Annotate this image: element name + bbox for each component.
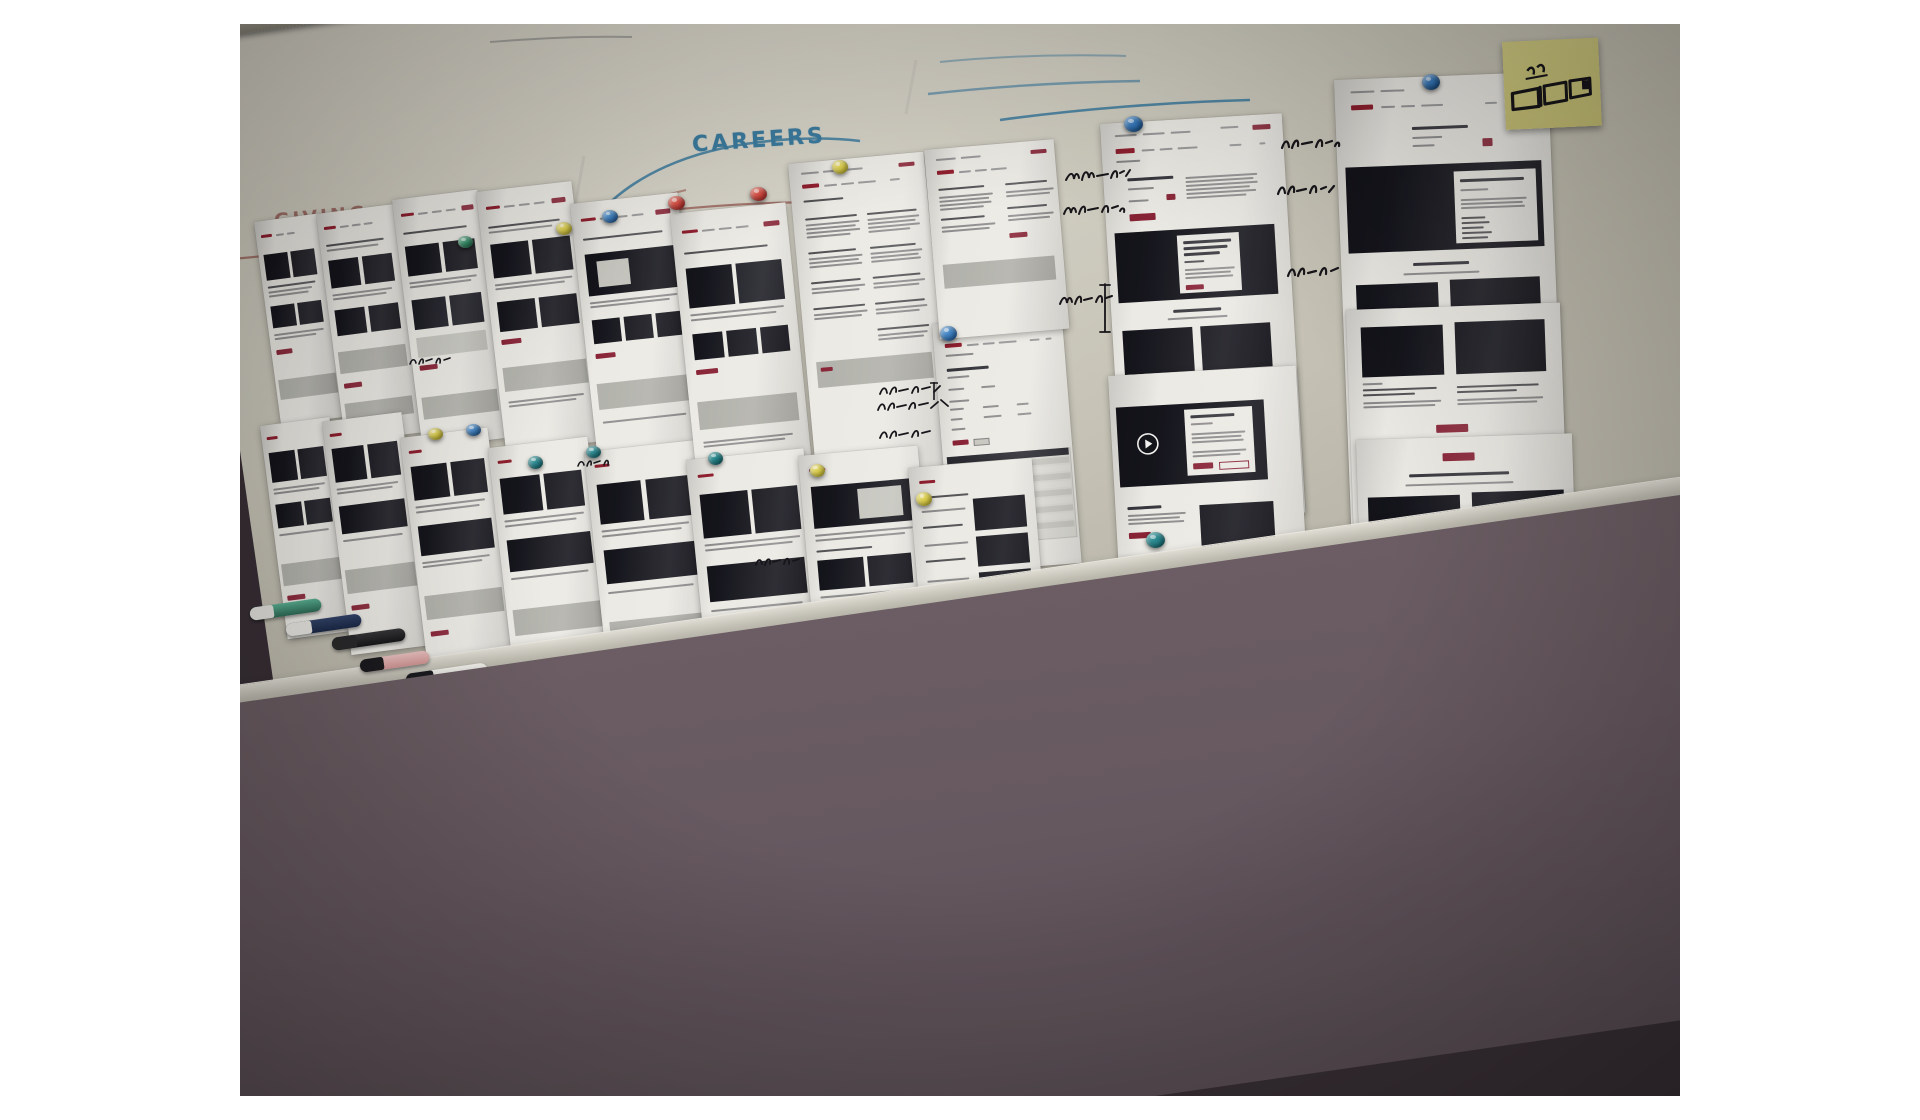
yellow-magnet[interactable] (810, 464, 825, 477)
sticky-note[interactable] (1502, 37, 1602, 130)
red-magnet[interactable] (668, 196, 685, 210)
yellow-magnet[interactable] (556, 222, 572, 235)
teal-magnet[interactable] (1146, 532, 1165, 548)
blue-magnet[interactable] (940, 326, 957, 341)
red-magnet[interactable] (750, 187, 767, 201)
blue-magnet[interactable] (466, 424, 481, 436)
blue-magnet[interactable] (602, 210, 618, 223)
blue-magnet[interactable] (1422, 74, 1440, 90)
yellow-magnet[interactable] (428, 428, 443, 440)
blue-magnet[interactable] (1124, 116, 1143, 132)
sticky-note-sketch-icon (1510, 63, 1592, 112)
printout-sheet[interactable] (924, 139, 1070, 340)
teal-magnet[interactable] (528, 456, 543, 469)
green-magnet[interactable] (458, 236, 473, 248)
teal-magnet[interactable] (708, 452, 723, 465)
yellow-magnet[interactable] (916, 492, 932, 506)
yellow-magnet[interactable] (832, 160, 848, 174)
teal-magnet[interactable] (586, 446, 601, 458)
whiteboard-wall-photo: GIVING CAREERS (240, 24, 1680, 1096)
